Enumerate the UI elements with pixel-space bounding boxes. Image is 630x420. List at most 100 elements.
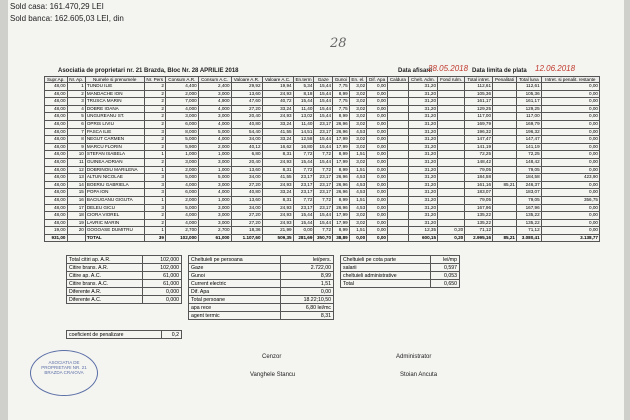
cell: 0,00 [366,180,388,190]
cell: 1,51 [348,150,368,159]
value: 0,000 [142,287,182,296]
cell: 7 [66,127,86,137]
cell: 17,99 [332,157,350,167]
cell: 15,44 [313,112,334,121]
cell: STEFAN ISABELA [84,150,145,159]
box-row: Total persoane 18.22;10,50 [187,295,334,304]
cell [492,127,517,137]
cell: 3,02 [348,82,368,91]
cell: 48,00 [44,112,68,121]
box-row: Gunoi 8,99 [187,271,334,280]
cell: 15,44 [313,82,334,91]
column-header: Nr. Pers [143,76,166,83]
cell: 48,00 [44,180,68,190]
cell: 24,93 [261,218,294,228]
cell: 31,20 [407,127,439,137]
cell: 0,00 [348,233,368,243]
cell: 0,00 [366,97,388,106]
cash-balance: Sold casa: 161.470,29 LEI [10,2,104,11]
cell: 23,17 [313,180,334,190]
censor-role: Cenzor [262,354,282,360]
cell: 20 [66,226,86,235]
cell: 2 [143,119,166,129]
cell: 141,19 [515,142,542,152]
cell: 105,36 [464,89,494,99]
cell [437,218,466,228]
cell: 2,400 [197,82,232,91]
cell: 169,79 [464,119,494,129]
cell: 11,40 [292,119,315,129]
cell: 24,93 [261,211,294,220]
cell: 15,44 [292,97,315,106]
cell: 135,22 [515,218,542,228]
cell: 7,72 [292,150,315,159]
cell [437,180,466,190]
cell: TUNDU ILIE [84,82,145,91]
cell: 4,53 [348,180,368,190]
total-row: 931,00 TOTAL 39 102,000 61,000 1.107,60 509,35… [44,233,601,243]
display-date-label: Data afisarii [398,68,433,74]
column-header: Chelt. Adm. [407,76,439,83]
cell: 31,20 [407,97,439,106]
cell: 5,900 [164,142,199,152]
cell: 71,12 [464,226,494,235]
cell: 20,40 [230,157,263,167]
cell: 7,72 [292,195,315,205]
cell: 112,61 [464,82,494,91]
cell: 15,44 [313,157,334,167]
cell [387,218,409,228]
cell: 15,44 [313,135,334,144]
data-row: 48,00 14 BOERIU GABRIELA 3 4,000 3,000 27,20 24… [44,180,601,190]
cell: 8,99 [332,165,350,175]
cell: 8,99 [332,195,350,205]
cell [437,195,466,205]
display-date: 28.05.2018 [428,64,469,73]
cell: 8,99 [332,150,350,159]
cell: 5,000 [164,173,199,182]
cell: 3 [66,97,86,106]
cell: 15,44 [313,142,334,152]
column-header: Consum A.C. [197,76,232,83]
cell: LAVRIC MARIN [84,218,145,228]
cell: 0,00 [366,226,388,235]
label: Total [339,279,432,288]
cell: 34,00 [230,173,263,182]
cell [492,104,517,114]
cell: 23,17 [313,173,334,182]
cell: 129,25 [464,104,494,114]
label: apa rece [187,303,282,312]
cell [387,142,409,152]
cell: 0,00 [366,150,388,159]
cell: 183,07 [515,188,542,197]
data-row: 48,00 19 LAVRIC MARIN 2 4,000 3,000 27,20 24,93… [44,218,601,228]
cell: 79,05 [515,195,542,205]
cell: 17 [66,203,86,213]
data-row: 48,00 1 TUNDU ILIE 2 4,400 2,400 29,92 19,94 5,3… [44,82,601,91]
column-header: Total intret. [464,76,494,83]
value: 8,99 [280,271,334,280]
cell: DOBRE IOANA [84,104,145,114]
cell: 167,96 [515,203,542,213]
value: 102,000 [142,255,182,264]
column-header: En.term [292,76,315,83]
cell [387,112,409,121]
cell: 48,00 [44,173,68,182]
cell: 2 [143,135,166,144]
cell: 23,17 [292,173,315,182]
cell: 161,17 [515,97,542,106]
cell: 4,000 [164,104,199,114]
cell: 6,000 [164,119,199,129]
cell: 31,20 [407,218,439,228]
per-person-costs: Cheltuieli pe persoana lei/pers. Gaze 2.722… [187,255,334,320]
cell: 117,00 [515,112,542,121]
cell: 3,000 [197,157,232,167]
cell: 8,31 [261,150,294,159]
cell: 24,93 [261,112,294,121]
cell: 0,00 [540,218,601,228]
cell: 0,00 [366,218,388,228]
cell: 40,80 [230,188,263,197]
cell: 147,47 [464,135,494,144]
column-header: Supr.Ap. [44,76,68,83]
cell: 0,00 [366,119,388,129]
cell: 33,24 [261,188,294,197]
